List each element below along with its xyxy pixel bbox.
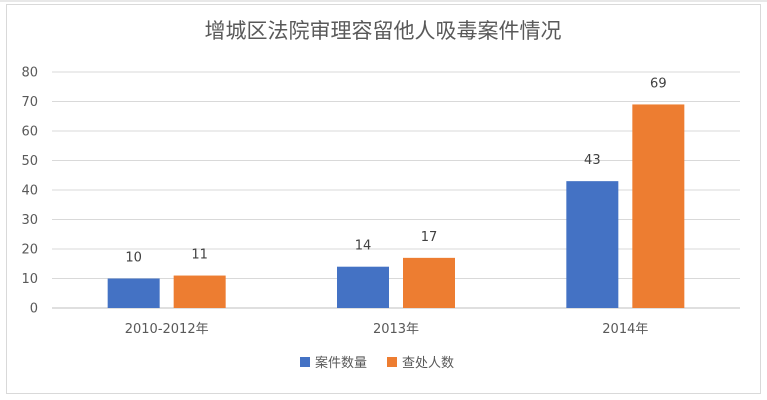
- bar-persons-count: [173, 275, 226, 308]
- legend-label: 案件数量: [315, 356, 367, 371]
- category-label: 2010-2012年: [125, 322, 209, 337]
- legend: 案件数量 查处人数: [300, 356, 454, 371]
- x-axis-category-labels: 2010-2012年 2013年 2014年: [125, 322, 649, 337]
- bar-case-count: [566, 181, 619, 308]
- bars: [107, 104, 685, 308]
- data-label: 43: [584, 153, 601, 168]
- data-labels: 10 11 14 17 43 69: [125, 76, 666, 265]
- legend-swatch: [300, 357, 310, 367]
- bar-case-count: [337, 266, 389, 308]
- bar-case-count: [107, 278, 160, 308]
- data-label: 17: [421, 230, 438, 245]
- y-tick-label: 10: [21, 272, 38, 287]
- legend-swatch: [387, 357, 397, 367]
- data-label: 14: [355, 239, 372, 254]
- y-tick-label: 0: [30, 302, 38, 317]
- category-label: 2014年: [602, 322, 648, 337]
- category-label: 2013年: [373, 322, 419, 337]
- chart-title: 增城区法院审理容留他人吸毒案件情况: [205, 19, 562, 43]
- bar-persons-count: [403, 257, 455, 308]
- y-tick-label: 30: [21, 213, 38, 228]
- y-tick-label: 60: [21, 125, 38, 140]
- y-axis-tick-labels: 0 10 20 30 40 50 60 70 80: [21, 66, 38, 317]
- gridlines: [52, 71, 740, 309]
- bar-persons-count: [632, 104, 685, 308]
- y-tick-label: 20: [21, 243, 38, 258]
- top-edge-line: [0, 0, 767, 2]
- data-label: 69: [650, 76, 667, 91]
- y-tick-label: 50: [21, 154, 38, 169]
- y-tick-label: 40: [21, 184, 38, 199]
- y-tick-label: 80: [21, 66, 38, 81]
- data-label: 11: [191, 248, 208, 263]
- y-tick-label: 70: [21, 95, 38, 110]
- data-label: 10: [125, 251, 142, 266]
- legend-label: 查处人数: [402, 356, 454, 371]
